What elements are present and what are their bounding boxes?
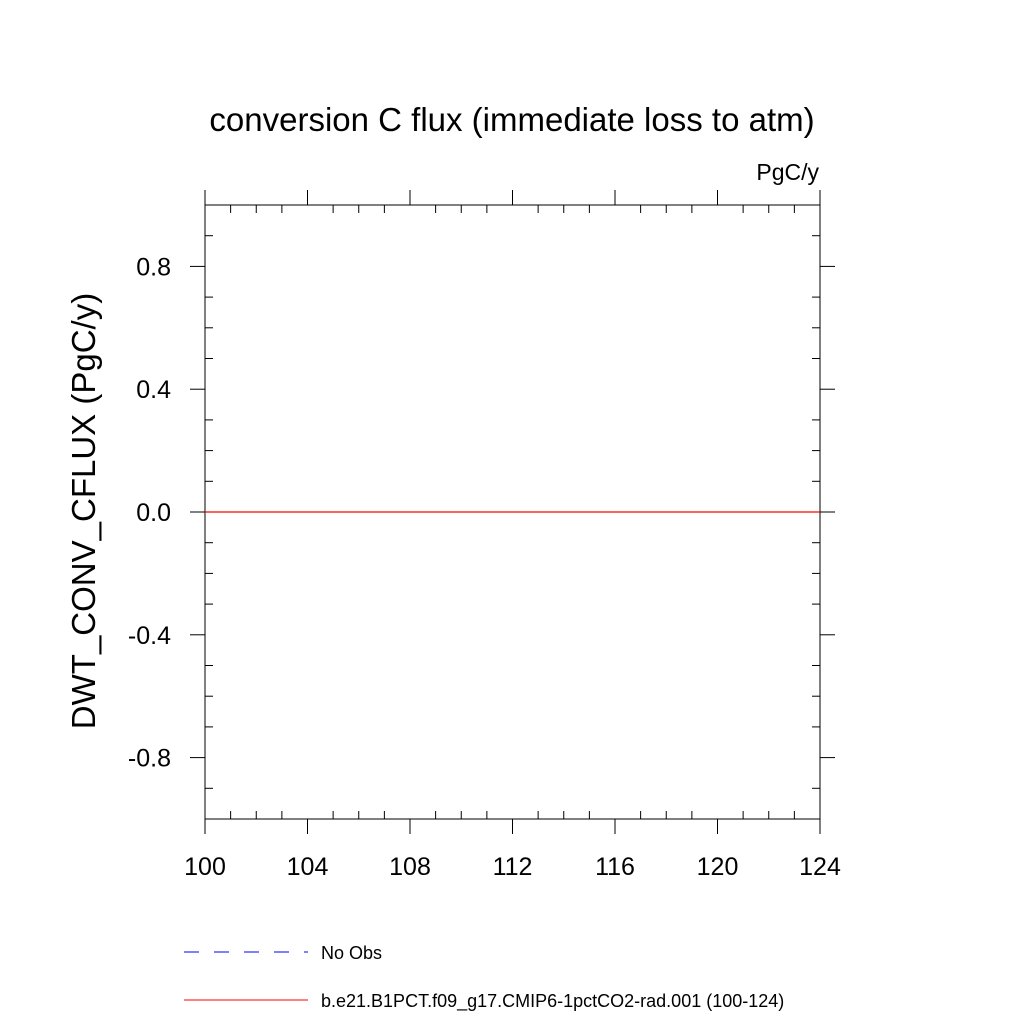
x-tick-label: 108: [389, 853, 431, 881]
legend: No Obs b.e21.B1PCT.f09_g17.CMIP6-1pctCO2-…: [184, 943, 784, 1012]
y-tick-label: 0.4: [136, 376, 171, 404]
x-tick-label: 104: [287, 853, 329, 881]
x-tick-label: 120: [697, 853, 739, 881]
chart-title: conversion C flux (immediate loss to atm…: [209, 101, 814, 138]
y-tick-label: 0.0: [136, 499, 171, 527]
y-tick-label: -0.8: [128, 745, 171, 773]
tick-labels: 100 104 108 112 116 120 124 -0.8 -0.4 0.0 0.4 0.8: [128, 253, 841, 881]
x-tick-label: 124: [799, 853, 841, 881]
axis-ticks: [190, 190, 835, 834]
y-tick-label: 0.8: [136, 253, 171, 281]
x-tick-label: 112: [493, 853, 533, 881]
y-axis-label: DWT_CONV_CFLUX (PgC/y): [65, 293, 102, 729]
legend-label: b.e21.B1PCT.f09_g17.CMIP6-1pctCO2-rad.00…: [321, 991, 784, 1012]
legend-label: No Obs: [321, 943, 382, 963]
y-tick-label: -0.4: [128, 622, 171, 650]
x-tick-label: 116: [595, 853, 635, 881]
x-tick-label: 100: [184, 853, 226, 881]
units-label: PgC/y: [756, 159, 819, 185]
